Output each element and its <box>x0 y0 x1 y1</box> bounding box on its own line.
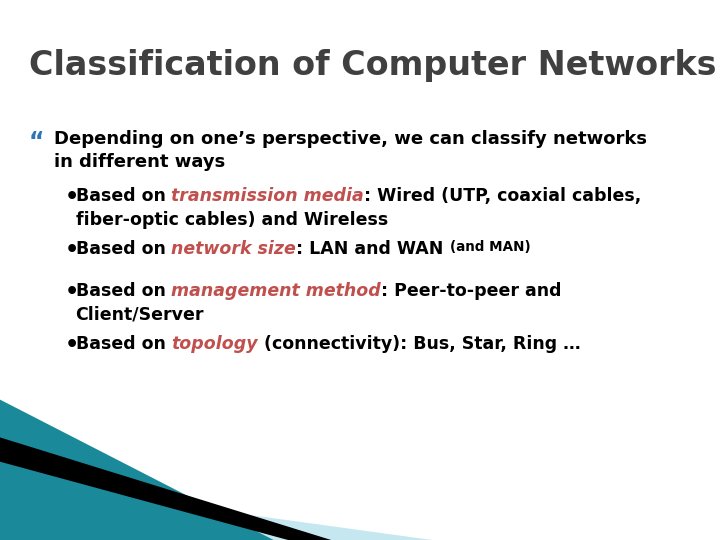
Text: •: • <box>65 282 79 302</box>
Text: in different ways: in different ways <box>54 153 225 171</box>
Text: Based on: Based on <box>76 187 171 205</box>
Text: Based on: Based on <box>76 282 171 300</box>
Text: network size: network size <box>171 240 296 258</box>
Text: fiber-optic cables) and Wireless: fiber-optic cables) and Wireless <box>76 211 388 229</box>
Text: (connectivity): Bus, Star, Ring …: (connectivity): Bus, Star, Ring … <box>258 335 581 353</box>
Text: (and MAN): (and MAN) <box>449 240 530 254</box>
Text: : Wired (UTP, coaxial cables,: : Wired (UTP, coaxial cables, <box>364 187 642 205</box>
Text: •: • <box>65 240 79 260</box>
Text: •: • <box>65 335 79 355</box>
Text: “: “ <box>29 130 45 153</box>
Text: Depending on one’s perspective, we can classify networks: Depending on one’s perspective, we can c… <box>54 130 647 147</box>
Text: management method: management method <box>171 282 381 300</box>
Text: : LAN and WAN: : LAN and WAN <box>296 240 449 258</box>
Text: •: • <box>65 187 79 207</box>
Text: transmission media: transmission media <box>171 187 364 205</box>
Text: Client/Server: Client/Server <box>76 306 204 323</box>
Text: Based on: Based on <box>76 240 171 258</box>
Text: : Peer-to-peer and: : Peer-to-peer and <box>381 282 562 300</box>
Text: Classification of Computer Networks: Classification of Computer Networks <box>29 49 716 82</box>
Text: topology: topology <box>171 335 258 353</box>
Text: Based on: Based on <box>76 335 171 353</box>
